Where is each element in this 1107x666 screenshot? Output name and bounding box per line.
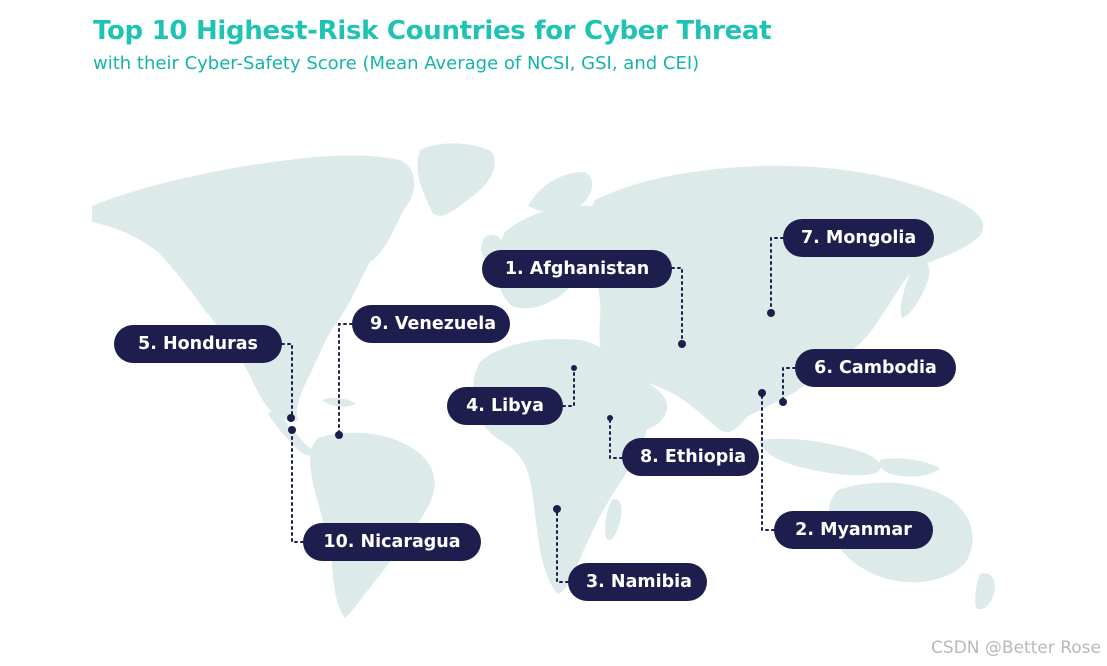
dot-myanmar xyxy=(758,389,766,397)
page-subtitle: with their Cyber-Safety Score (Mean Aver… xyxy=(93,53,700,74)
label-ethiopia[interactable]: 8. Ethiopia xyxy=(622,438,759,476)
africa-landmass xyxy=(473,338,647,594)
dot-afghanistan xyxy=(678,340,686,348)
indonesia-landmass xyxy=(760,438,881,476)
leader-afghanistan xyxy=(671,267,683,345)
scandinavia-landmass xyxy=(528,172,593,213)
japan-landmass xyxy=(900,260,930,318)
dot-nicaragua xyxy=(288,426,296,434)
label-afghanistan[interactable]: 1. Afghanistan xyxy=(482,250,672,288)
leader-nicaragua xyxy=(291,429,304,543)
dot-libya xyxy=(571,365,577,371)
label-myanmar[interactable]: 2. Myanmar xyxy=(774,511,933,549)
dot-mongolia xyxy=(767,309,775,317)
watermark: CSDN @Better Rose xyxy=(931,638,1101,658)
label-mongolia[interactable]: 7. Mongolia xyxy=(783,219,934,257)
leader-honduras xyxy=(281,343,293,419)
leader-venezuela xyxy=(338,323,353,436)
leader-mongolia xyxy=(770,237,784,314)
dot-honduras xyxy=(287,414,295,422)
leader-namibia xyxy=(556,508,569,583)
label-nicaragua[interactable]: 10. Nicaragua xyxy=(303,523,481,561)
label-namibia[interactable]: 3. Namibia xyxy=(568,563,707,601)
dot-ethiopia xyxy=(607,415,613,421)
leader-lines xyxy=(281,237,796,583)
label-honduras[interactable]: 5. Honduras xyxy=(114,325,282,363)
north-america-landmass xyxy=(92,155,415,422)
label-cambodia[interactable]: 6. Cambodia xyxy=(795,349,956,387)
label-libya[interactable]: 4. Libya xyxy=(447,387,563,425)
leader-ethiopia xyxy=(609,417,623,459)
new-guinea-landmass xyxy=(879,458,940,477)
madagascar-landmass xyxy=(605,499,622,541)
new-zealand-landmass xyxy=(975,573,996,610)
leader-cambodia xyxy=(782,367,796,403)
greenland-landmass xyxy=(417,143,495,216)
location-dots xyxy=(287,309,787,513)
page-title: Top 10 Highest-Risk Countries for Cyber … xyxy=(93,16,772,46)
dot-cambodia xyxy=(779,398,787,406)
leader-libya xyxy=(562,367,575,407)
label-venezuela[interactable]: 9. Venezuela xyxy=(352,305,510,343)
leader-myanmar xyxy=(761,392,775,531)
dot-venezuela xyxy=(335,431,343,439)
dot-namibia xyxy=(553,505,561,513)
